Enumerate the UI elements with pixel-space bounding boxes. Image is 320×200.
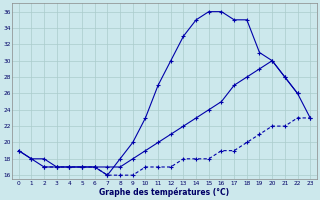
- X-axis label: Graphe des températures (°C): Graphe des températures (°C): [100, 187, 229, 197]
